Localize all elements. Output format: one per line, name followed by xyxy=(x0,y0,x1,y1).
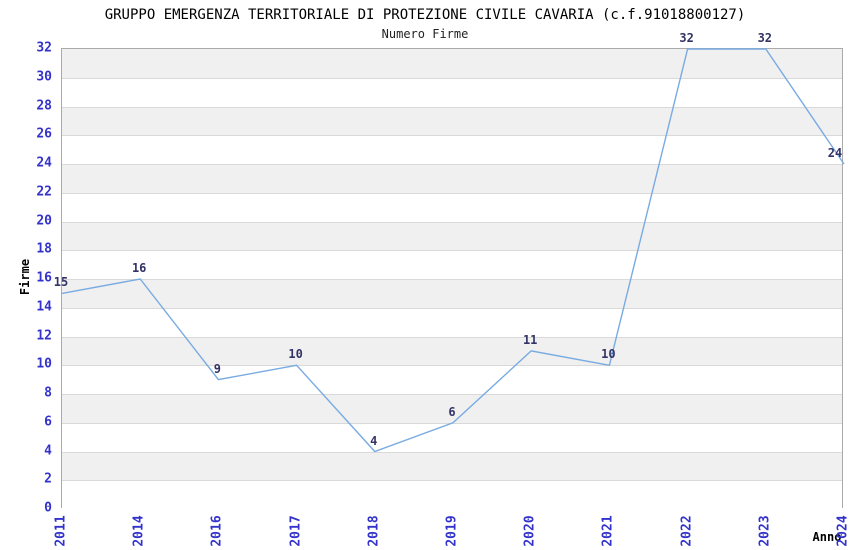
x-tick-label: 2021 xyxy=(600,515,616,547)
data-point-label: 16 xyxy=(131,261,147,275)
x-tick-label: 2014 xyxy=(131,515,147,547)
plot-band xyxy=(62,250,842,279)
data-point-label: 9 xyxy=(213,361,222,376)
plot-band xyxy=(62,365,842,394)
y-tick-label: 14 xyxy=(36,299,52,315)
gridline xyxy=(62,77,842,79)
x-tick-label: 2024 xyxy=(835,515,850,547)
x-tick-label: 2019 xyxy=(444,515,460,547)
x-axis-label: Anno xyxy=(812,530,842,544)
plot-band xyxy=(62,77,842,107)
series-line xyxy=(61,48,845,453)
gridline xyxy=(62,336,842,338)
data-point-label: 32 xyxy=(679,31,694,45)
y-tick-label: 28 xyxy=(36,98,52,113)
gridline xyxy=(62,250,842,252)
y-tick-label: 8 xyxy=(44,385,52,401)
plot-area xyxy=(61,48,845,509)
gridline xyxy=(62,164,842,165)
y-tick-label: 24 xyxy=(36,155,52,171)
y-tick-label: 12 xyxy=(36,328,52,343)
gridline xyxy=(62,307,842,309)
data-point-label: 11 xyxy=(522,332,538,347)
y-tick-label: 0 xyxy=(44,500,52,516)
data-point-label: 15 xyxy=(53,275,69,290)
gridline xyxy=(62,192,842,194)
plot-band xyxy=(62,221,842,251)
y-tick-label: 6 xyxy=(44,414,52,430)
data-point-label: 10 xyxy=(288,347,303,362)
gridline xyxy=(62,394,842,395)
y-tick-label: 22 xyxy=(36,184,52,200)
data-point-label: 10 xyxy=(601,347,616,362)
y-tick-label: 20 xyxy=(36,213,52,228)
x-tick-label: 2020 xyxy=(522,515,538,547)
y-axis-label: Firme xyxy=(18,258,32,296)
plot-band xyxy=(62,192,842,222)
chart-subtitle: Numero Firme xyxy=(381,27,469,41)
data-point-label: 32 xyxy=(757,31,773,45)
data-point-label: 4 xyxy=(370,433,378,448)
y-tick-label: 32 xyxy=(36,40,52,56)
y-tick-label: 18 xyxy=(36,241,52,257)
x-tick-label: 2017 xyxy=(288,515,304,547)
plot-band xyxy=(62,106,842,136)
plot-band xyxy=(62,49,842,78)
x-tick-label: 2018 xyxy=(366,515,382,547)
plot-band xyxy=(62,336,842,366)
x-tick-label: 2016 xyxy=(209,515,225,547)
x-tick-label: 2011 xyxy=(53,515,69,547)
y-tick-label: 16 xyxy=(36,270,52,286)
gridline xyxy=(62,480,842,482)
plot-band xyxy=(62,135,842,164)
y-tick-label: 30 xyxy=(36,69,52,85)
gridline xyxy=(62,365,842,367)
gridline xyxy=(62,221,842,223)
gridline xyxy=(62,135,842,137)
data-point-label: 24 xyxy=(827,146,843,160)
plot-band xyxy=(62,480,842,509)
gridline xyxy=(62,106,842,108)
x-tick-label: 2022 xyxy=(679,515,695,547)
y-tick-label: 2 xyxy=(44,471,52,487)
data-point-label: 6 xyxy=(448,404,456,419)
plot-band xyxy=(62,422,842,452)
y-tick-label: 26 xyxy=(36,126,52,142)
y-tick-label: 10 xyxy=(36,356,52,372)
line-series-svg xyxy=(61,48,845,453)
gridline xyxy=(62,279,842,280)
gridline xyxy=(62,451,842,453)
plot-band xyxy=(62,394,842,423)
plot-band xyxy=(62,164,842,193)
y-tick-label: 4 xyxy=(44,443,52,458)
x-tick-label: 2023 xyxy=(757,515,773,547)
plot-band xyxy=(62,307,842,337)
chart-title: GRUPPO EMERGENZA TERRITORIALE DI PROTEZI… xyxy=(104,7,746,23)
plot-band xyxy=(62,279,842,308)
plot-band xyxy=(62,451,842,481)
